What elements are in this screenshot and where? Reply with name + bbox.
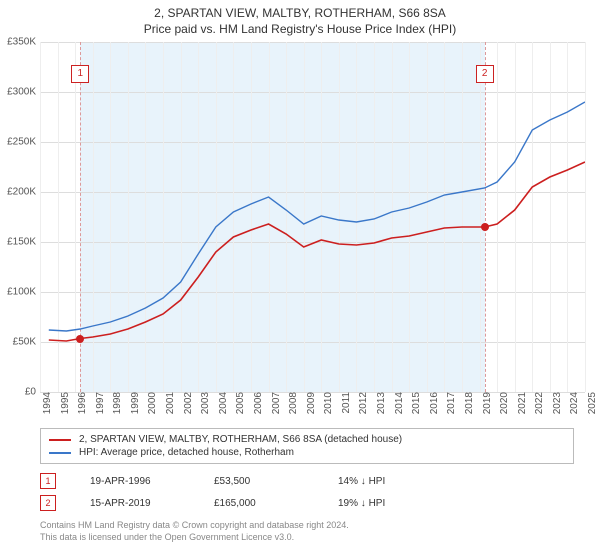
y-tick-label: £200K [7, 187, 40, 198]
x-tick-label: 2023 [550, 392, 563, 414]
x-tick-label: 2025 [585, 392, 598, 414]
x-tick-label: 2009 [304, 392, 317, 414]
x-tick-label: 2007 [269, 392, 282, 414]
x-tick-label: 2001 [163, 392, 176, 414]
x-tick-label: 1994 [40, 392, 53, 414]
x-tick-label: 2020 [497, 392, 510, 414]
y-tick-label: £350K [7, 37, 40, 48]
legend-item: 2, SPARTAN VIEW, MALTBY, ROTHERHAM, S66 … [49, 433, 565, 446]
x-tick-label: 1995 [58, 392, 71, 414]
y-tick-label: £100K [7, 287, 40, 298]
legend-swatch [49, 452, 71, 454]
tx-delta: 19% ↓ HPI [338, 498, 428, 509]
tx-delta: 14% ↓ HPI [338, 476, 428, 487]
x-tick-label: 2017 [444, 392, 457, 414]
figure: 2, SPARTAN VIEW, MALTBY, ROTHERHAM, S66 … [0, 0, 600, 560]
x-tick-label: 2021 [515, 392, 528, 414]
transaction-rows: 1 19-APR-1996 £53,500 14% ↓ HPI 2 15-APR-2019… [40, 470, 574, 514]
tx-marker: 1 [40, 473, 56, 489]
title-line2: Price paid vs. HM Land Registry's House … [0, 22, 600, 36]
tx-marker: 2 [40, 495, 56, 511]
y-tick-label: £0 [25, 387, 40, 398]
x-tick-label: 1999 [128, 392, 141, 414]
x-tick-label: 1997 [93, 392, 106, 414]
x-tick-label: 2014 [392, 392, 405, 414]
legend-label: 2, SPARTAN VIEW, MALTBY, ROTHERHAM, S66 … [79, 434, 402, 445]
x-tick-label: 2016 [427, 392, 440, 414]
x-tick-label: 2018 [462, 392, 475, 414]
x-tick-label: 2024 [567, 392, 580, 414]
title-line1: 2, SPARTAN VIEW, MALTBY, ROTHERHAM, S66 … [0, 6, 600, 20]
x-tick-label: 2015 [409, 392, 422, 414]
legend-swatch [49, 439, 71, 441]
x-tick-label: 1996 [75, 392, 88, 414]
x-tick-label: 2000 [145, 392, 158, 414]
title-block: 2, SPARTAN VIEW, MALTBY, ROTHERHAM, S66 … [0, 0, 600, 36]
y-tick-label: £50K [13, 337, 40, 348]
x-tick-label: 2005 [233, 392, 246, 414]
footer-line1: Contains HM Land Registry data © Crown c… [40, 520, 574, 532]
x-tick-label: 2004 [216, 392, 229, 414]
tx-date: 15-APR-2019 [90, 498, 180, 509]
chart-area: £0£50K£100K£150K£200K£250K£300K£350K1994… [40, 42, 585, 392]
transaction-row: 2 15-APR-2019 £165,000 19% ↓ HPI [40, 492, 574, 514]
x-tick-label: 2003 [198, 392, 211, 414]
legend-item: HPI: Average price, detached house, Roth… [49, 446, 565, 459]
x-tick-label: 2019 [480, 392, 493, 414]
x-tick-label: 2006 [251, 392, 264, 414]
series-property [49, 162, 585, 341]
footer: Contains HM Land Registry data © Crown c… [40, 520, 574, 543]
x-tick-label: 2012 [356, 392, 369, 414]
series-hpi [49, 102, 585, 331]
legend-box: 2, SPARTAN VIEW, MALTBY, ROTHERHAM, S66 … [40, 428, 574, 464]
x-tick-label: 2008 [286, 392, 299, 414]
y-tick-label: £250K [7, 137, 40, 148]
y-tick-label: £300K [7, 87, 40, 98]
y-tick-label: £150K [7, 237, 40, 248]
legend-label: HPI: Average price, detached house, Roth… [79, 447, 294, 458]
tx-price: £53,500 [214, 476, 304, 487]
tx-price: £165,000 [214, 498, 304, 509]
transaction-row: 1 19-APR-1996 £53,500 14% ↓ HPI [40, 470, 574, 492]
x-tick-label: 2011 [339, 392, 352, 414]
x-tick-label: 2013 [374, 392, 387, 414]
x-tick-label: 1998 [110, 392, 123, 414]
x-tick-label: 2010 [321, 392, 334, 414]
tx-date: 19-APR-1996 [90, 476, 180, 487]
x-tick-label: 2022 [532, 392, 545, 414]
x-tick-label: 2002 [181, 392, 194, 414]
footer-line2: This data is licensed under the Open Gov… [40, 532, 574, 544]
